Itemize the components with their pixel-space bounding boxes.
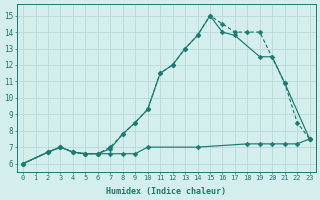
X-axis label: Humidex (Indice chaleur): Humidex (Indice chaleur) bbox=[106, 187, 226, 196]
